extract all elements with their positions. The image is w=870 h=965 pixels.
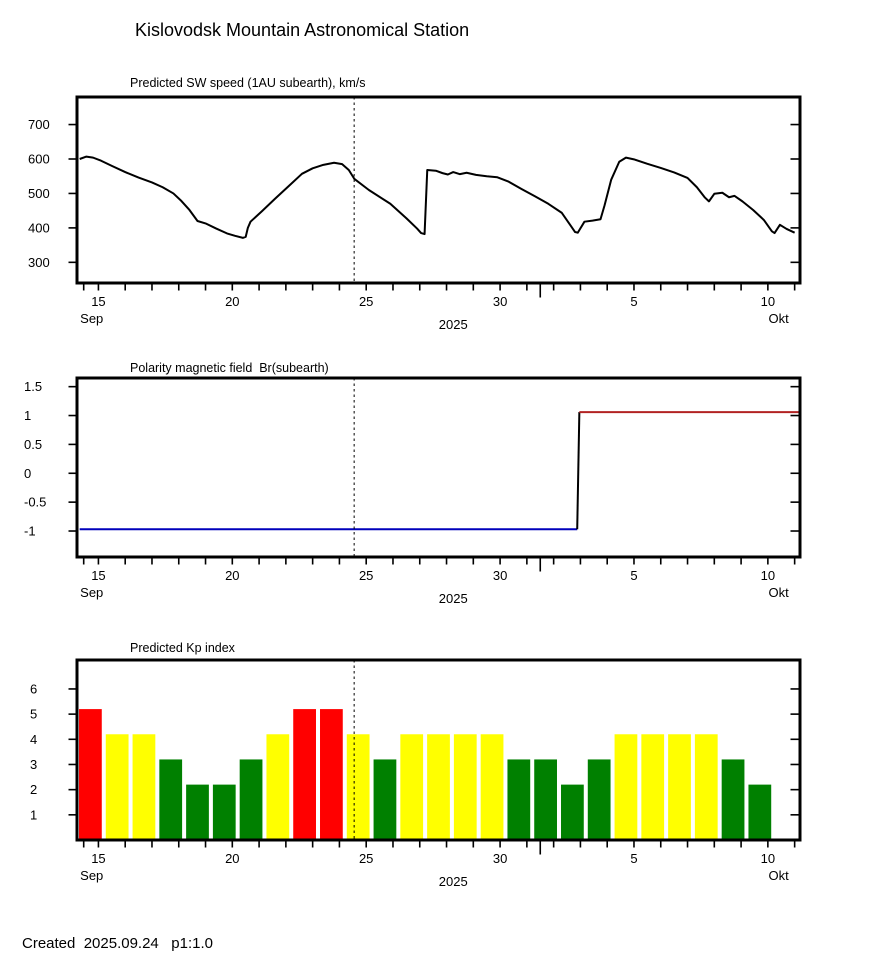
svg-text:20: 20 (225, 294, 239, 309)
svg-text:Okt: Okt (768, 868, 789, 883)
svg-text:6: 6 (30, 681, 37, 696)
polarity-transition-line (576, 412, 581, 530)
kp-bar (721, 759, 745, 839)
kp-bar (320, 709, 343, 839)
y-axis: 1.5 1 0.5 0 -0.5 -1 (24, 379, 799, 539)
kp-bar (561, 784, 584, 839)
svg-text:0.5: 0.5 (24, 437, 42, 452)
kp-bar (293, 709, 316, 839)
y-axis: 6 5 4 3 2 1 (30, 681, 799, 822)
svg-text:15: 15 (91, 851, 105, 866)
kp-bar (212, 784, 236, 839)
kp-bar (748, 784, 772, 839)
kp-bars (79, 709, 772, 839)
kp-bar (641, 734, 665, 839)
kp-bar (694, 734, 718, 839)
svg-text:5: 5 (30, 707, 37, 722)
svg-text:25: 25 (359, 294, 373, 309)
svg-text:Okt: Okt (768, 311, 789, 326)
svg-text:0: 0 (24, 466, 31, 481)
svg-text:10: 10 (761, 851, 775, 866)
kp-bar (266, 734, 290, 839)
svg-text:700: 700 (28, 117, 50, 132)
svg-text:10: 10 (761, 294, 775, 309)
kp-bar (105, 734, 129, 839)
kp-bar (480, 734, 504, 839)
svg-text:1.5: 1.5 (24, 379, 42, 394)
kp-bar (587, 759, 611, 839)
kp-bar (79, 709, 102, 839)
svg-text:30: 30 (493, 851, 507, 866)
sw-speed-chart-title: Predicted SW speed (1AU subearth), km/s (130, 76, 366, 90)
svg-text:30: 30 (493, 568, 507, 583)
kp-bar (427, 734, 450, 839)
svg-text:1: 1 (30, 807, 37, 822)
svg-text:-1: -1 (24, 524, 36, 539)
svg-text:400: 400 (28, 220, 50, 235)
svg-text:3: 3 (30, 757, 37, 772)
plot-border (75, 95, 802, 285)
page-title: Kislovodsk Mountain Astronomical Station (135, 20, 470, 40)
svg-text:Okt: Okt (768, 585, 789, 600)
svg-text:2: 2 (30, 782, 37, 797)
kp-bar (668, 734, 691, 839)
kp-bar (400, 734, 424, 839)
kp-bar (534, 759, 557, 839)
kp-bar (159, 759, 183, 839)
svg-text:30: 30 (493, 294, 507, 309)
svg-text:20: 20 (225, 568, 239, 583)
svg-text:4: 4 (30, 732, 37, 747)
plot-border (75, 376, 802, 559)
svg-text:15: 15 (91, 568, 105, 583)
kp-bar (132, 734, 156, 839)
svg-text:300: 300 (28, 255, 50, 270)
svg-text:-0.5: -0.5 (24, 495, 46, 510)
kp-bar (614, 734, 638, 839)
plot-border (75, 658, 802, 842)
svg-text:2025: 2025 (439, 317, 468, 332)
kp-bar (373, 759, 397, 839)
svg-text:600: 600 (28, 152, 50, 167)
kp-bar (346, 734, 370, 839)
svg-text:Sep: Sep (80, 868, 103, 883)
svg-text:Sep: Sep (80, 585, 103, 600)
created-stamp: Created 2025.09.24 p1:1.0 (22, 935, 213, 952)
kp-bar (186, 784, 209, 839)
kp-bar (453, 734, 477, 839)
svg-text:25: 25 (359, 851, 373, 866)
y-axis: 700 600 500 400 300 (28, 117, 799, 270)
svg-text:Sep: Sep (80, 311, 103, 326)
svg-text:20: 20 (225, 851, 239, 866)
sw-speed-line (79, 155, 796, 239)
svg-text:25: 25 (359, 568, 373, 583)
svg-text:1: 1 (24, 408, 31, 423)
svg-text:10: 10 (761, 568, 775, 583)
svg-text:5: 5 (630, 851, 637, 866)
svg-text:5: 5 (630, 568, 637, 583)
svg-text:2025: 2025 (439, 591, 468, 606)
polarity-chart-title: Polarity magnetic field Br(subearth) (130, 361, 329, 375)
svg-text:500: 500 (28, 186, 50, 201)
kp-index-chart-title: Predicted Kp index (130, 641, 235, 655)
svg-text:2025: 2025 (439, 874, 468, 889)
kp-bar (239, 759, 263, 839)
svg-text:15: 15 (91, 294, 105, 309)
svg-text:5: 5 (630, 294, 637, 309)
kp-bar (507, 759, 531, 839)
